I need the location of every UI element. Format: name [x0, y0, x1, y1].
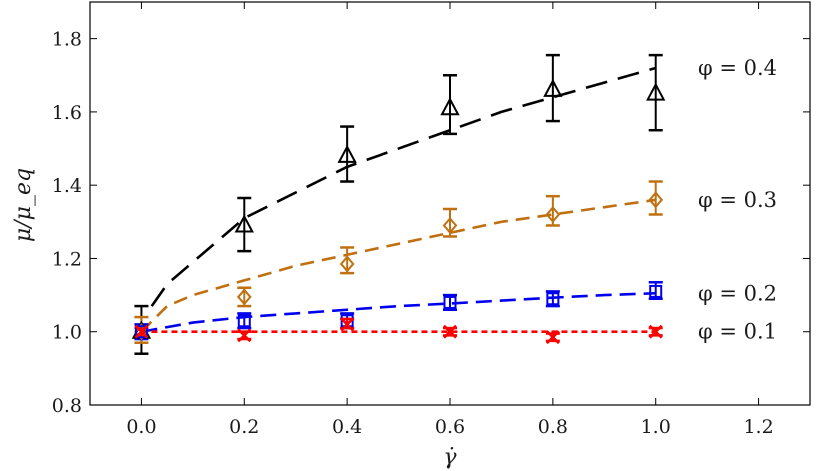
fit-line-2	[141, 291, 656, 334]
data-point-2-4	[546, 292, 560, 306]
series-labels: φ = 0.4 φ = 0.3 φ = 0.2 φ = 0.1	[698, 56, 777, 344]
series-label-1: φ = 0.3	[698, 188, 777, 212]
data-point-3-3	[443, 324, 457, 339]
data-point-0-2	[337, 144, 357, 163]
fit-line-0	[150, 66, 657, 307]
data-point-0-3	[440, 97, 460, 116]
markers	[131, 78, 666, 345]
y-tick-label-2: 1.2	[52, 248, 82, 270]
x-tick-label-3: 0.6	[435, 416, 465, 438]
x-axis-label: γ̇	[443, 445, 457, 470]
data-point-2-5	[649, 284, 663, 298]
data-point-1-3	[442, 216, 458, 235]
fit-line-1	[140, 198, 656, 333]
data-point-2-1	[237, 314, 251, 328]
series-label-3: φ = 0.1	[698, 320, 777, 344]
x-tick-label-4: 0.8	[538, 416, 568, 438]
y-tick-label-4: 1.6	[52, 102, 82, 124]
y-tick-label-5: 1.8	[52, 29, 82, 51]
ticks: 0.0 0.2 0.4 0.6 0.8 1.0 1.2 0.8 1.0 1.2 1.4 1.6 1.8	[52, 2, 810, 438]
data-point-3-2	[340, 317, 355, 332]
y-tick-label-0: 0.8	[52, 395, 82, 417]
data-point-1-5	[648, 191, 664, 209]
x-tick-label-1: 0.2	[229, 416, 259, 438]
data-point-0-4	[543, 78, 563, 97]
data-point-3-5	[648, 324, 663, 339]
data-point-0-1	[234, 214, 254, 233]
series-label-0: φ = 0.4	[698, 56, 777, 80]
y-tick-label-1: 1.0	[52, 322, 82, 344]
x-tick-label-0: 0.0	[126, 416, 156, 438]
data-point-3-1	[237, 328, 252, 343]
data-point-2-0	[134, 325, 148, 339]
data-point-3-4	[545, 330, 560, 345]
x-tick-label-5: 1.0	[641, 416, 671, 438]
data-point-1-1	[236, 288, 252, 306]
data-point-3-0	[134, 324, 149, 339]
fit-lines	[140, 66, 657, 334]
data-point-1-2	[339, 255, 355, 273]
data-point-1-4	[545, 205, 561, 224]
x-tick-label-2: 0.4	[332, 416, 362, 438]
error-bars	[134, 53, 663, 355]
series-label-2: φ = 0.2	[698, 281, 777, 305]
y-tick-label-3: 1.4	[52, 175, 82, 197]
y-axis-label: μ/μ_eq	[11, 168, 36, 242]
data-point-2-3	[443, 295, 457, 309]
data-point-0-5	[646, 82, 666, 101]
x-tick-label-6: 1.2	[743, 416, 773, 438]
